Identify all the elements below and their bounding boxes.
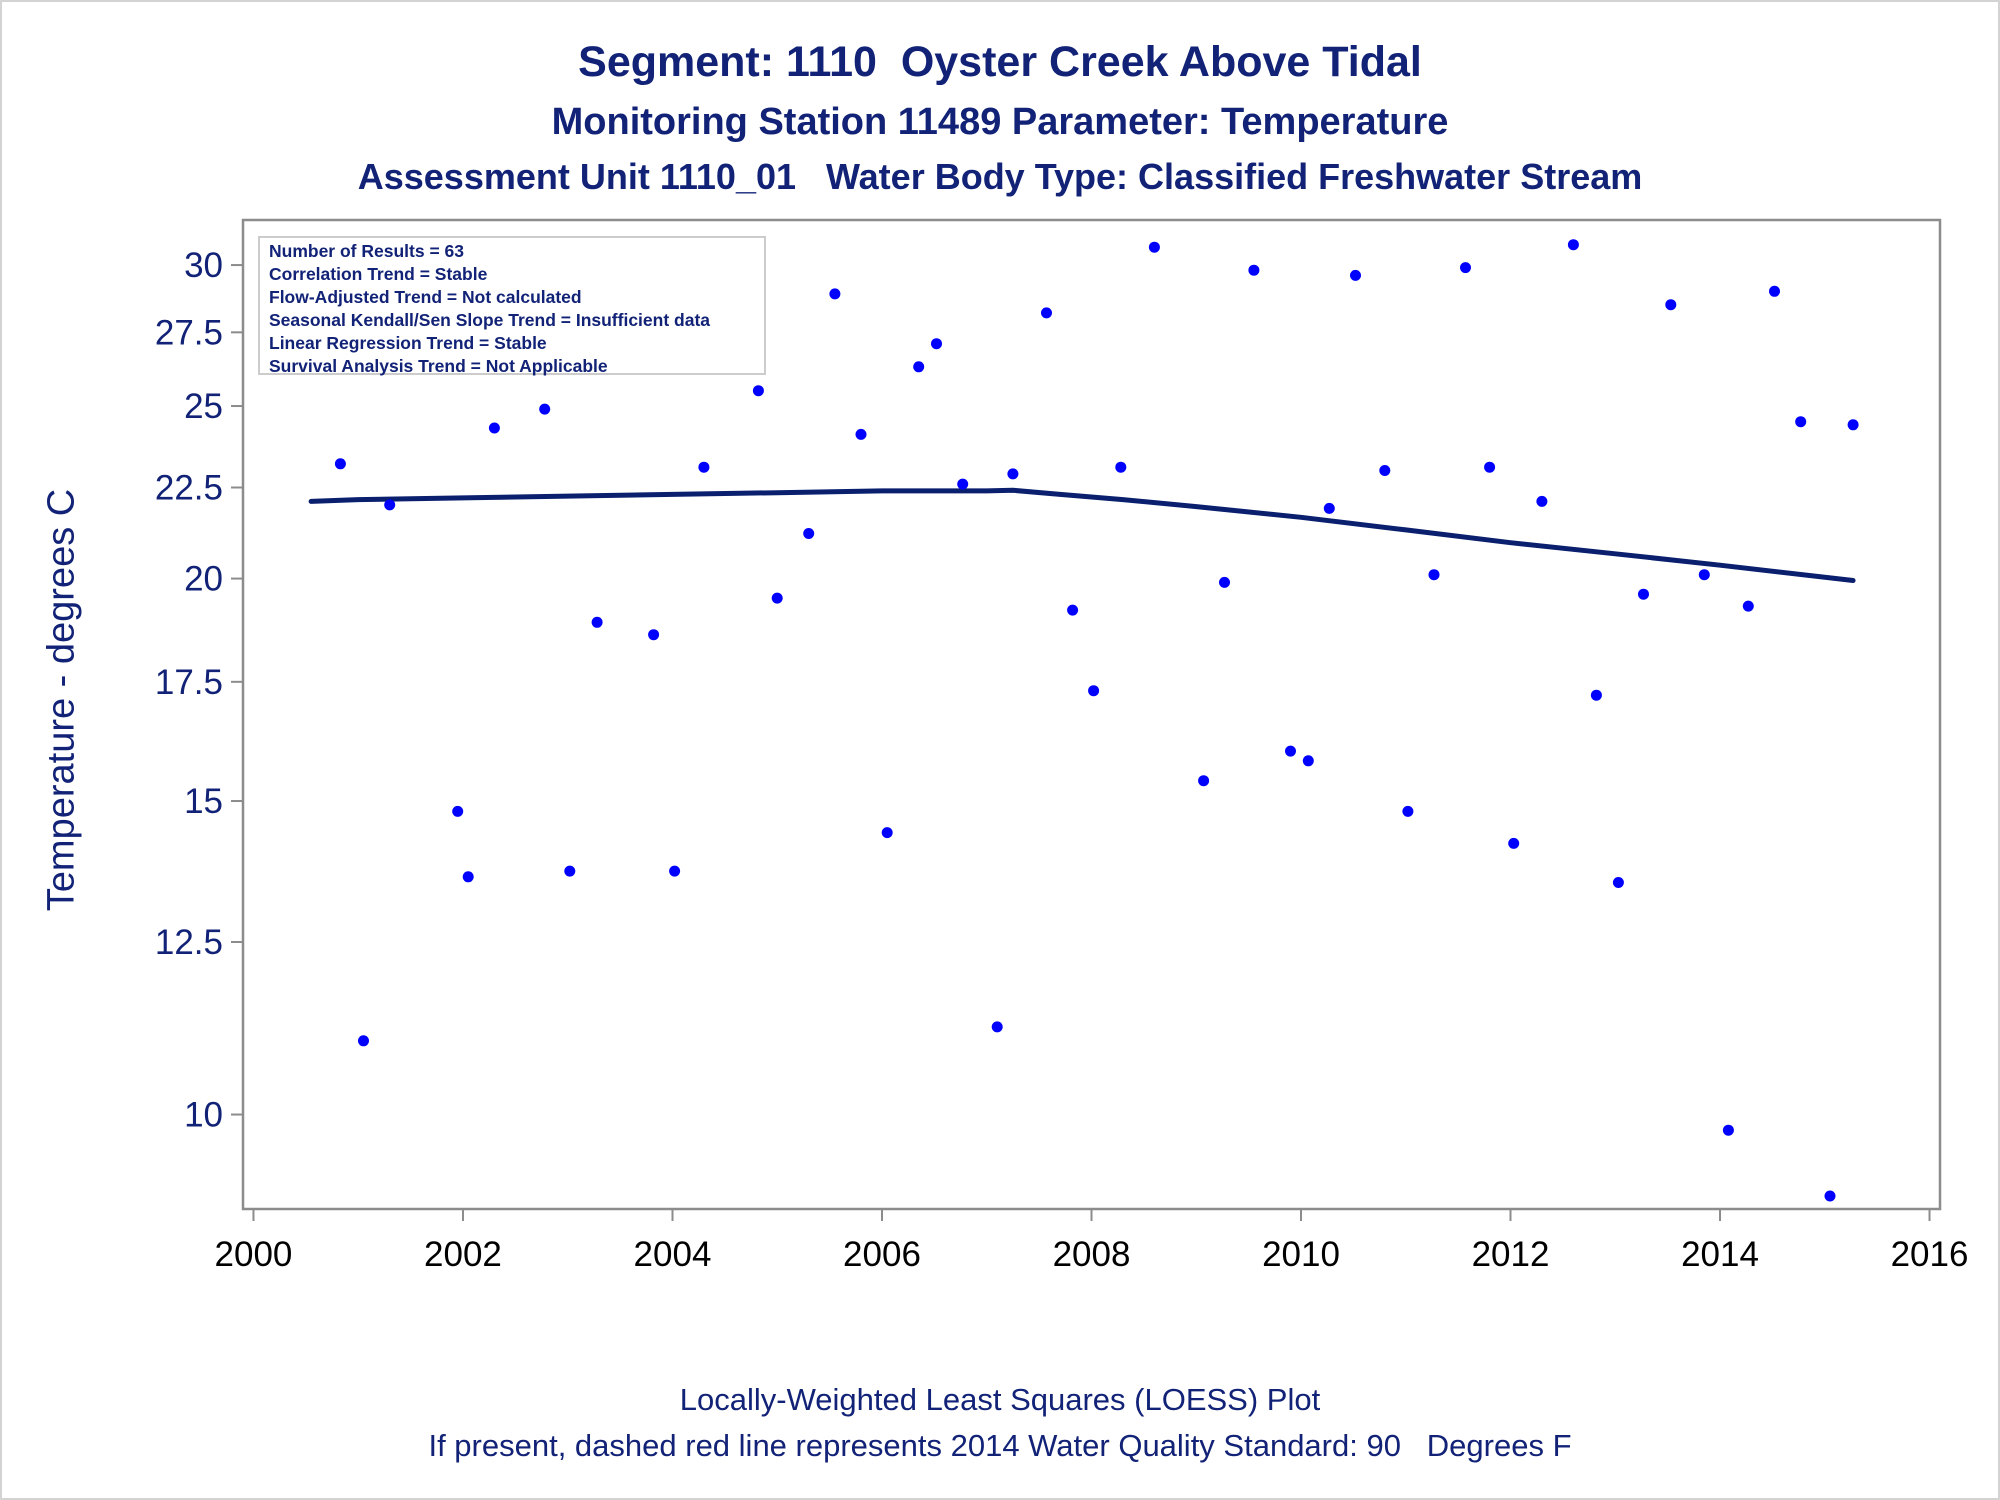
- x-tick-label: 2012: [1472, 1235, 1550, 1274]
- data-point: [1219, 576, 1230, 588]
- x-tick-label: 2014: [1681, 1235, 1759, 1274]
- data-point: [1824, 1190, 1836, 1202]
- data-point: [564, 865, 576, 877]
- data-point: [1460, 262, 1471, 274]
- y-tick-label: 25: [184, 387, 223, 426]
- y-tick-label: 30: [184, 246, 223, 285]
- data-point: [452, 805, 464, 817]
- data-point: [957, 478, 969, 490]
- loess-trend-line: [308, 487, 1856, 583]
- data-point: [803, 528, 815, 539]
- data-point: [913, 361, 925, 373]
- data-point: [384, 499, 396, 511]
- data-point: [1590, 689, 1602, 701]
- x-tick-label: 2000: [215, 1235, 293, 1274]
- data-point: [1742, 600, 1754, 612]
- data-point: [1665, 299, 1677, 311]
- data-point: [1722, 1124, 1734, 1136]
- data-point: [488, 422, 500, 434]
- chart-title: Segment: 1110 Oyster Creek Above Tidal: [578, 38, 1422, 86]
- data-point: [1428, 569, 1440, 581]
- info-flow-adjusted-trend: Flow-Adjusted Trend = Not calculated: [269, 287, 582, 307]
- x-tick-label: 2004: [634, 1235, 712, 1274]
- data-point: [1041, 307, 1052, 319]
- data-point: [1285, 745, 1296, 757]
- data-point: [1795, 416, 1807, 428]
- data-point: [1350, 269, 1361, 281]
- data-points-layer: [305, 239, 1859, 1202]
- data-point: [1248, 264, 1260, 276]
- data-point: [1088, 685, 1100, 697]
- x-tick-label: 2016: [1891, 1235, 1969, 1274]
- data-point: [1847, 419, 1859, 431]
- data-point: [1536, 495, 1548, 507]
- data-point: [1148, 241, 1160, 253]
- y-tick-label: 17.5: [155, 663, 223, 702]
- data-point: [1067, 604, 1079, 616]
- loess-line-layer: [308, 487, 1856, 583]
- data-point: [829, 288, 841, 300]
- chart-subtitle-assessment: Assessment Unit 1110_01 Water Body Type:…: [357, 156, 1643, 197]
- data-point: [669, 865, 681, 877]
- trend-info-box: Number of Results = 63 Correlation Trend…: [258, 236, 766, 376]
- data-point: [591, 616, 603, 628]
- y-axis: 10 12.5 15 17.5 20 22.5 25 27.5 30: [155, 246, 243, 1135]
- data-point: [1612, 877, 1624, 888]
- data-point: [752, 385, 764, 397]
- info-seasonal-kendall-trend: Seasonal Kendall/Sen Slope Trend = Insuf…: [269, 310, 711, 330]
- y-tick-label: 20: [184, 560, 223, 599]
- x-tick-label: 2002: [424, 1235, 502, 1274]
- y-tick-label: 15: [184, 782, 223, 821]
- chart-subtitle-station: Monitoring Station 11489 Parameter: Temp…: [551, 101, 1449, 143]
- data-point: [1567, 239, 1579, 251]
- data-point: [991, 1021, 1003, 1033]
- data-point: [1323, 502, 1335, 514]
- data-point: [1198, 775, 1210, 787]
- y-tick-label: 10: [184, 1096, 223, 1135]
- data-point: [462, 871, 474, 883]
- data-point: [1769, 285, 1780, 297]
- data-point: [648, 629, 660, 641]
- data-point: [855, 428, 867, 440]
- info-correlation-trend: Correlation Trend = Stable: [269, 264, 488, 284]
- y-tick-label: 12.5: [155, 923, 223, 962]
- data-point: [1402, 805, 1414, 817]
- x-tick-label: 2006: [843, 1235, 921, 1274]
- y-tick-label: 27.5: [155, 313, 223, 352]
- x-tick-label: 2008: [1053, 1235, 1131, 1274]
- data-point: [771, 592, 783, 604]
- x-tick-label: 2010: [1262, 1235, 1340, 1274]
- info-linear-regression-trend: Linear Regression Trend = Stable: [269, 333, 547, 353]
- data-point: [1379, 465, 1391, 476]
- data-point: [881, 827, 893, 839]
- x-axis: 2000 2002 2004 2006 2008 2010 2012 2014 2016: [215, 1209, 1969, 1274]
- footnote-loess: Locally-Weighted Least Squares (LOESS) P…: [679, 1382, 1321, 1417]
- data-point: [1508, 837, 1520, 849]
- y-tick-label: 22.5: [155, 468, 223, 507]
- data-point: [1302, 755, 1314, 767]
- data-point: [358, 1035, 369, 1047]
- data-point: [1484, 461, 1496, 473]
- info-survival-analysis-trend: Survival Analysis Trend = Not Applicable: [269, 356, 608, 376]
- data-point: [931, 338, 942, 350]
- data-point: [698, 461, 710, 473]
- footnote-standard: If present, dashed red line represents 2…: [428, 1428, 1572, 1463]
- data-point: [1115, 461, 1127, 473]
- data-point: [1007, 468, 1019, 480]
- data-point: [539, 403, 551, 415]
- info-results-count: Number of Results = 63: [269, 241, 464, 261]
- data-point: [1638, 588, 1649, 600]
- data-point: [334, 458, 346, 470]
- data-point: [1698, 569, 1710, 581]
